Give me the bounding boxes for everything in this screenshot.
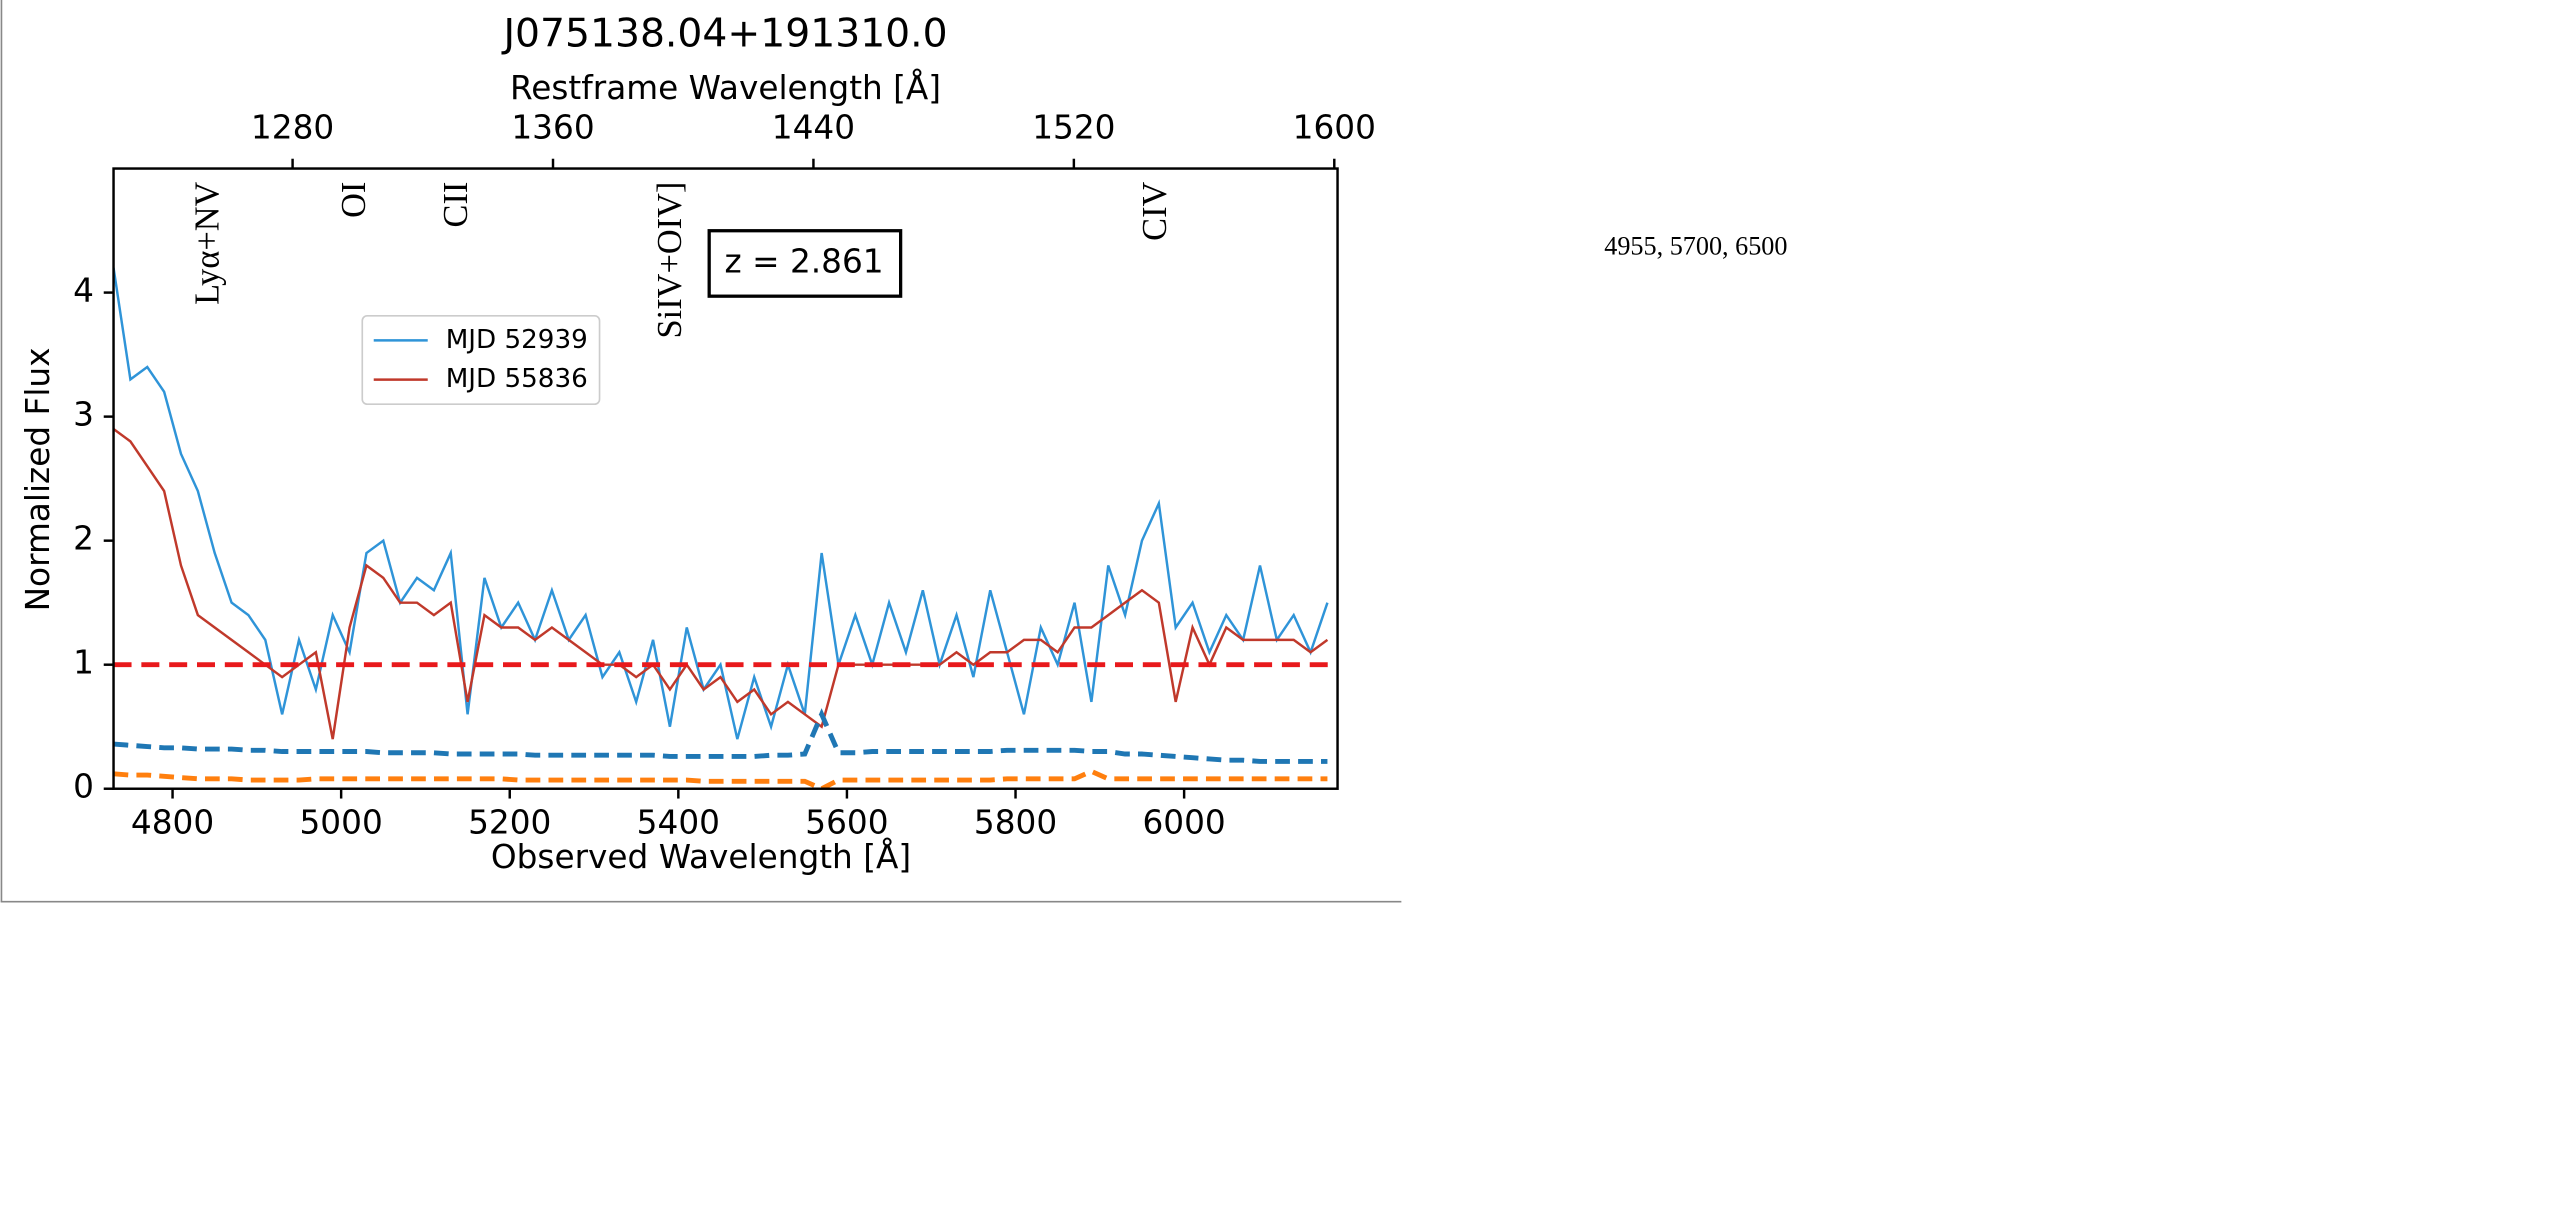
x-tick-label: 5800 [974,804,1057,842]
error-line [113,708,1328,764]
error-line [113,768,1328,789]
y-tick-label: 1 [73,644,94,682]
redshift-box [707,229,903,298]
y-axis-label: Normalized Flux [19,347,57,611]
x-tick-label: 4800 [131,804,214,842]
x2-tick-label: 1520 [1032,108,1115,146]
legend-box [361,315,601,405]
chart-title: J075138.04+191310.0 [500,12,947,57]
x-tick-label: 5000 [300,804,383,842]
line-annotation: CII [437,182,475,228]
x-tick-label: 5200 [468,804,551,842]
plot-frame [112,167,1339,790]
y-tick-label: 0 [73,768,94,806]
line-annotation: OI [335,182,373,218]
side-note: 4955, 5700, 6500 [1604,232,1787,261]
legend-label: MJD 52939 [446,325,588,355]
x2-tick-label: 1600 [1293,108,1376,146]
legend-label: MJD 55836 [446,364,588,394]
x-axis-label: Observed Wavelength [Å] [491,838,911,876]
x2-tick-label: 1360 [511,108,594,146]
line-annotation: CIV [1136,181,1174,240]
y-tick-label: 4 [73,272,94,310]
spectrum-line [113,267,1329,740]
y-tick-label: 2 [73,520,94,558]
redshift-label: z = 2.861 [725,242,884,280]
x2-tick-label: 1440 [772,108,855,146]
x-tick-label: 6000 [1142,804,1225,842]
y-tick-label: 3 [73,396,94,434]
x-tick-label: 5600 [805,804,888,842]
line-annotation: Lyα+NV [188,181,226,304]
spectrum-line [113,428,1329,740]
x-tick-label: 5400 [637,804,720,842]
x2-tick-label: 1280 [251,108,334,146]
x2-axis-label: Restframe Wavelength [Å] [510,69,941,107]
line-annotation: SiIV+OIV] [651,182,689,339]
